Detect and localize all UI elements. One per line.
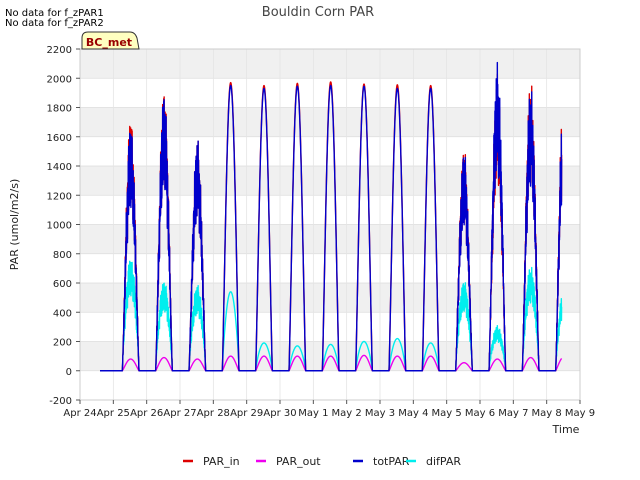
x-tick-label: Apr 24 bbox=[63, 408, 96, 419]
x-tick-label: Apr 27 bbox=[163, 408, 196, 419]
x-ticks: Apr 24 Apr 25 Apr 26 Apr 27 Apr 28 Apr 29 Apr … bbox=[63, 400, 595, 419]
x-tick-label: May 2 bbox=[332, 408, 362, 419]
y-tick-label: 1200 bbox=[47, 191, 72, 202]
x-tick-label: May 5 bbox=[432, 408, 462, 419]
y-tick-label: 0 bbox=[66, 367, 72, 378]
x-tick-label: Apr 26 bbox=[130, 408, 163, 419]
x-tick-label: May 9 bbox=[565, 408, 595, 419]
x-tick-label: May 8 bbox=[532, 408, 562, 419]
site-badge: BC_met bbox=[81, 31, 140, 50]
grid-band bbox=[80, 107, 580, 137]
no-data-note-1: No data for f_zPAR1 bbox=[5, 8, 104, 19]
y-tick-label: 2200 bbox=[47, 45, 72, 56]
y-tick-label: 800 bbox=[53, 250, 72, 261]
x-tick-label: Apr 28 bbox=[197, 408, 230, 419]
x-tick-label: Apr 29 bbox=[230, 408, 263, 419]
x-axis-label: Time bbox=[552, 423, 580, 436]
legend-label-totpar: totPAR bbox=[373, 455, 410, 468]
badge-label: BC_met bbox=[86, 36, 132, 49]
legend-label-difpar: difPAR bbox=[426, 455, 461, 468]
legend-label-par-in: PAR_in bbox=[203, 455, 240, 468]
x-tick-label: Apr 25 bbox=[97, 408, 130, 419]
no-data-note-2: No data for f_zPAR2 bbox=[5, 18, 104, 29]
x-tick-label: May 7 bbox=[498, 408, 528, 419]
y-tick-label: 2000 bbox=[47, 74, 72, 85]
x-tick-label: May 6 bbox=[465, 408, 495, 419]
x-tick-label: May 1 bbox=[298, 408, 328, 419]
series-line-totpar bbox=[99, 61, 563, 372]
y-tick-label: 200 bbox=[53, 338, 72, 349]
y-tick-label: 600 bbox=[53, 279, 72, 290]
legend-label-par-out: PAR_out bbox=[276, 455, 321, 468]
y-tick-label: 1400 bbox=[47, 162, 72, 173]
y-tick-label: 1800 bbox=[47, 104, 72, 115]
y-tick-label: -200 bbox=[49, 396, 72, 407]
x-tick-label: Apr 30 bbox=[263, 408, 296, 419]
legend: PAR_in PAR_out totPAR difPAR bbox=[183, 455, 461, 468]
y-axis-label: PAR (umol/m2/s) bbox=[8, 179, 21, 271]
y-tick-label: 1600 bbox=[47, 133, 72, 144]
chart-title: Bouldin Corn PAR bbox=[262, 5, 374, 20]
badge-shape bbox=[81, 31, 140, 50]
x-tick-label: May 4 bbox=[398, 408, 428, 419]
y-tick-label: 400 bbox=[53, 308, 72, 319]
x-tick-label: May 3 bbox=[365, 408, 395, 419]
y-ticks: -200 0 200 400 600 800 1000 1200 1400 1600 1800 200… bbox=[47, 45, 80, 407]
grid-band bbox=[80, 166, 580, 196]
series-layer bbox=[99, 61, 563, 372]
grid-band bbox=[80, 283, 580, 313]
grid-band bbox=[80, 49, 580, 79]
y-tick-label: 1000 bbox=[47, 221, 72, 232]
grid-band bbox=[80, 224, 580, 254]
